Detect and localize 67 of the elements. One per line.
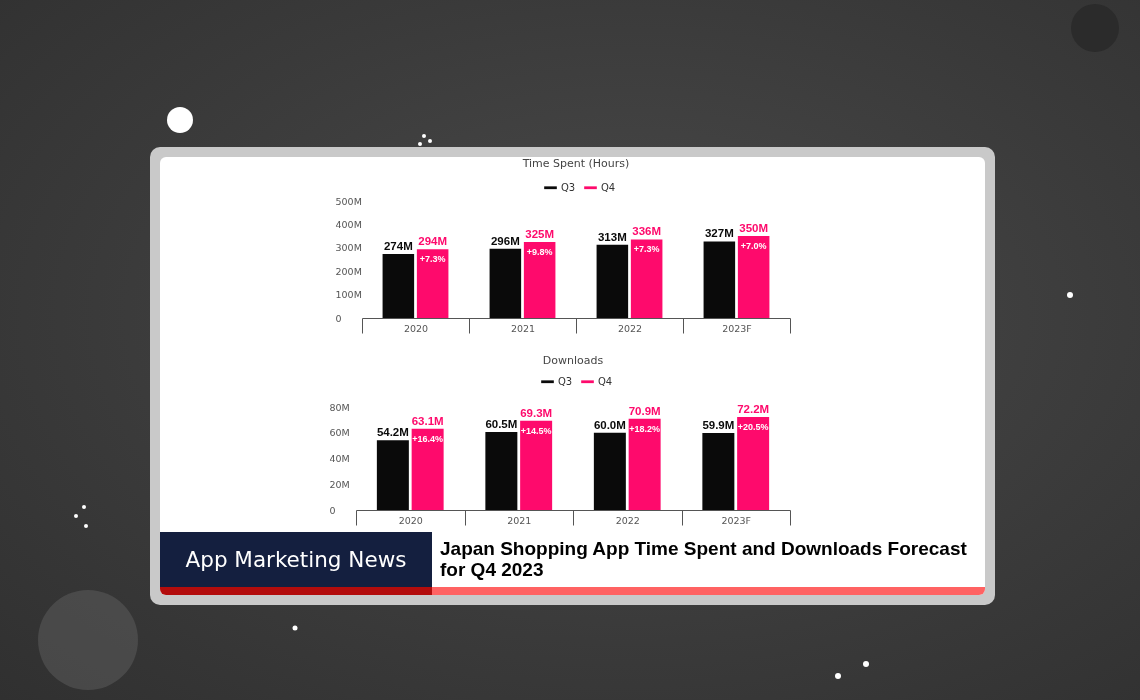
annotation: +7.3% [633, 244, 660, 255]
data-label: 60.0M [593, 418, 626, 431]
data-label: 72.2M [737, 403, 770, 416]
legend-label: Q3 [558, 375, 573, 387]
y-tick-label: 0 [335, 312, 342, 324]
legend-label: Q3 [561, 181, 576, 193]
data-label: 313M [597, 230, 627, 243]
y-tick-label: 300M [335, 242, 362, 254]
bar [593, 432, 626, 510]
bar [628, 418, 661, 510]
x-tick-label: 2022 [617, 322, 643, 334]
x-tick-label: 2020 [403, 322, 429, 334]
data-label: 336M [632, 225, 662, 238]
annotation: +7.0% [740, 241, 767, 252]
annotation: +7.3% [419, 254, 446, 265]
bar [520, 420, 553, 510]
x-tick-label: 2022 [615, 514, 640, 526]
bar [489, 248, 522, 318]
x-tick-label: 2021 [507, 514, 532, 526]
y-tick-label: 200M [335, 265, 362, 277]
data-label: 59.9M [702, 418, 735, 431]
bar [411, 428, 444, 510]
x-tick-label: 2023F [722, 322, 752, 334]
data-label: 70.9M [628, 404, 661, 417]
bar [376, 440, 409, 510]
data-label: 274M [383, 239, 413, 252]
x-tick-label: 2023F [721, 514, 752, 526]
legend-label: Q4 [598, 375, 613, 387]
bar [630, 239, 663, 318]
data-label: 350M [739, 222, 769, 235]
text: Japan Shopping App Time Spent and Downloads Forecast for Q4 2023 [440, 538, 968, 580]
annotation: +9.8% [526, 246, 553, 257]
data-label: 327M [704, 227, 734, 240]
bar [703, 241, 736, 318]
bar [737, 417, 770, 510]
text: App Marketing News [160, 532, 432, 587]
data-label: 296M [490, 234, 520, 247]
bar [737, 236, 770, 318]
data-label: 325M [525, 227, 555, 240]
bar [416, 249, 449, 318]
x-tick-label: 2020 [398, 514, 423, 526]
bar [596, 244, 629, 318]
bar [485, 432, 518, 510]
data-label: 54.2M [376, 426, 409, 439]
data-label: 69.3M [520, 406, 553, 419]
y-tick-label: 60M [329, 427, 350, 439]
data-label: 63.1M [411, 414, 444, 427]
annotation: +20.5% [737, 422, 769, 433]
y-tick-label: 20M [329, 478, 350, 490]
x-tick-label: 2021 [510, 322, 536, 334]
annotation: +16.4% [412, 433, 444, 444]
annotation: +18.2% [629, 423, 661, 434]
data-label: 60.5M [485, 418, 518, 431]
y-tick-label: 400M [335, 218, 362, 230]
bar [702, 432, 735, 510]
y-tick-label: 0 [329, 504, 336, 516]
y-tick-label: 100M [335, 289, 362, 301]
y-tick-label: 40M [329, 453, 350, 464]
bar [382, 253, 415, 318]
y-tick-label: 80M [329, 401, 350, 413]
y-tick-label: 500M [335, 195, 362, 207]
data-label: 294M [418, 235, 448, 248]
chart-title: Downloads [542, 354, 604, 367]
chart-title: Time Spent (Hours) [521, 157, 630, 170]
legend-label: Q4 [601, 181, 616, 193]
bar [523, 241, 556, 318]
annotation: +14.5% [520, 425, 552, 436]
